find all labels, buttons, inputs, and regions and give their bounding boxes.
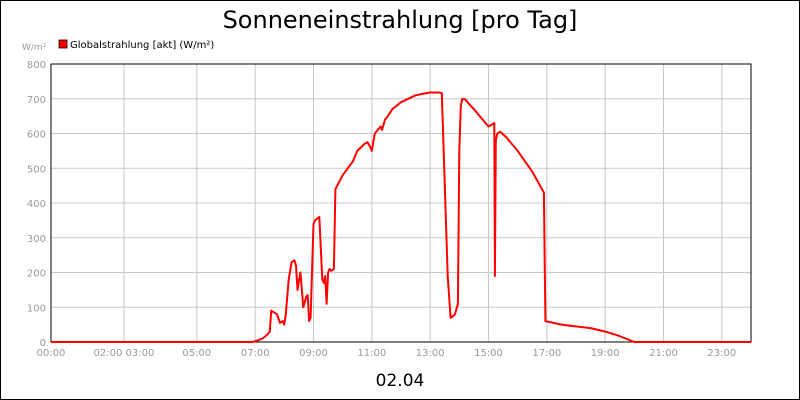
y-tick-label: 400 (27, 199, 46, 210)
x-tick-label: 23:00 (707, 348, 736, 359)
y-tick-label: 500 (27, 164, 46, 175)
legend-label: Globalstrahlung [akt] (W/m²) (70, 40, 214, 51)
date-label: 02.04 (376, 371, 425, 391)
x-tick-label: 13:00 (416, 348, 445, 359)
x-tick-label: 02:00 03:00 (94, 348, 155, 359)
y-tick-label: 600 (27, 130, 46, 141)
chart-title: Sonneneinstrahlung [pro Tag] (223, 6, 578, 34)
y-tick-label: 700 (27, 95, 46, 106)
x-tick-label: 09:00 (299, 348, 328, 359)
x-tick-label: 15:00 (474, 348, 503, 359)
y-axis-unit-label: W/m² (22, 43, 47, 53)
y-tick-label: 0 (40, 338, 46, 349)
plot-area-border (50, 63, 752, 343)
x-tick-label: 19:00 (591, 348, 620, 359)
grid (50, 63, 751, 343)
series-line-0 (51, 91, 751, 343)
x-tick-label: 21:00 (649, 348, 678, 359)
legend: Globalstrahlung [akt] (W/m²) (58, 39, 214, 51)
y-axis-ticks: 0 100 200 300 400 500 600 700 800 (27, 60, 46, 349)
x-tick-label: 05:00 (182, 348, 211, 359)
y-tick-label: 100 (27, 303, 46, 314)
x-tick-label: 17:00 (532, 348, 561, 359)
x-tick-label: 00:00 (37, 348, 66, 359)
y-tick-label: 200 (27, 269, 46, 280)
series-layer (51, 91, 751, 343)
legend-swatch (58, 39, 68, 49)
x-tick-label: 07:00 (241, 348, 270, 359)
x-axis-ticks: 00:00 02:00 03:00 05:00 07:00 09:00 11:00 13:0… (37, 348, 737, 359)
y-tick-label: 800 (27, 60, 46, 71)
y-tick-label: 300 (27, 234, 46, 245)
x-tick-label: 11:00 (357, 348, 386, 359)
